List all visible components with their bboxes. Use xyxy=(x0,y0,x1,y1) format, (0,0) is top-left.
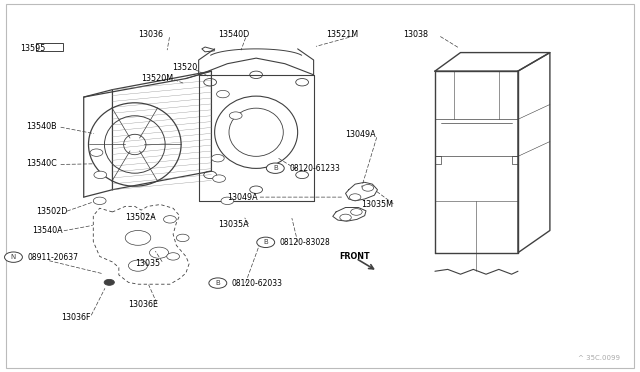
Circle shape xyxy=(266,163,284,173)
Text: 13540D: 13540D xyxy=(218,29,249,39)
Text: 13035M: 13035M xyxy=(362,200,394,209)
Text: 13036F: 13036F xyxy=(61,313,91,322)
Text: 13520: 13520 xyxy=(172,63,197,72)
Circle shape xyxy=(176,234,189,241)
Circle shape xyxy=(104,279,115,285)
Text: 08120-62033: 08120-62033 xyxy=(232,279,283,288)
Circle shape xyxy=(362,185,374,191)
Circle shape xyxy=(216,90,229,98)
Text: 13540A: 13540A xyxy=(33,226,63,235)
Bar xyxy=(36,42,63,51)
Circle shape xyxy=(212,175,225,182)
Text: N: N xyxy=(11,254,16,260)
Text: 08120-61233: 08120-61233 xyxy=(289,164,340,173)
Text: B: B xyxy=(263,239,268,245)
Text: 13521M: 13521M xyxy=(326,29,358,39)
Text: 13049A: 13049A xyxy=(346,129,376,139)
Circle shape xyxy=(94,171,107,179)
Text: 13035A: 13035A xyxy=(218,221,248,230)
Text: 08120-83028: 08120-83028 xyxy=(280,238,330,247)
Text: FRONT: FRONT xyxy=(339,252,370,261)
Text: 13038: 13038 xyxy=(403,29,428,39)
Circle shape xyxy=(340,214,351,221)
Circle shape xyxy=(4,252,22,262)
Text: ^ 35C.0099: ^ 35C.0099 xyxy=(578,355,620,361)
Text: 08911-20637: 08911-20637 xyxy=(28,253,79,262)
Text: B: B xyxy=(273,165,278,171)
Circle shape xyxy=(257,237,275,247)
Circle shape xyxy=(90,149,103,156)
Circle shape xyxy=(167,253,179,260)
Circle shape xyxy=(93,197,106,205)
Text: 13520M: 13520M xyxy=(141,74,173,83)
Circle shape xyxy=(211,154,224,162)
Text: 13036: 13036 xyxy=(138,29,163,39)
Circle shape xyxy=(229,112,242,119)
Text: B: B xyxy=(216,280,220,286)
Circle shape xyxy=(164,216,176,223)
Text: 13595: 13595 xyxy=(20,44,45,53)
Text: 13502D: 13502D xyxy=(36,208,67,217)
Text: 13502A: 13502A xyxy=(125,213,156,222)
Circle shape xyxy=(209,278,227,288)
Text: 13540C: 13540C xyxy=(26,159,57,168)
Text: 13035: 13035 xyxy=(135,259,160,268)
Circle shape xyxy=(221,197,234,205)
Circle shape xyxy=(351,209,362,215)
Circle shape xyxy=(349,194,361,201)
Text: 13036E: 13036E xyxy=(129,300,159,309)
Text: 13049A: 13049A xyxy=(227,193,258,202)
Text: 13540B: 13540B xyxy=(26,122,57,131)
